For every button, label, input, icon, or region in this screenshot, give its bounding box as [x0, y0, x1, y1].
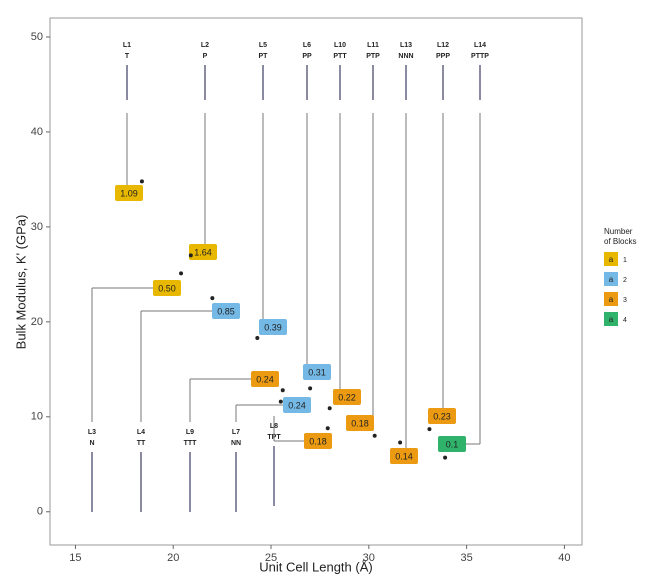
y-axis-title: Bulk Modulus, K' (GPa) [13, 215, 28, 350]
molecule-id: L12 [437, 42, 449, 49]
y-tick-label: 40 [31, 126, 43, 138]
x-tick-label: 40 [558, 552, 570, 564]
molecule-name: PP [302, 53, 312, 60]
molecule-id: L13 [400, 42, 412, 49]
data-label: 0.14 [395, 451, 413, 461]
molecule-name: PTT [333, 53, 347, 60]
point [427, 427, 432, 432]
point [443, 455, 448, 460]
label-box [212, 303, 240, 319]
x-tick-label: 25 [265, 552, 277, 564]
legend-key-text: a [609, 255, 614, 264]
legend-key [604, 292, 618, 306]
label-box [251, 371, 279, 387]
legend-label: 2 [623, 277, 627, 284]
molecule-name: PTP [366, 53, 380, 60]
label-box [189, 244, 217, 260]
y-tick-label: 20 [31, 316, 43, 328]
legend-key [604, 252, 618, 266]
legend-label: 3 [623, 297, 627, 304]
legend-key-text: a [609, 295, 614, 304]
label-box [438, 436, 466, 452]
data-label: 0.24 [256, 374, 274, 384]
data-label: 1.09 [120, 188, 138, 198]
molecule-name: NNN [398, 53, 413, 60]
point [280, 388, 285, 393]
x-axis-title: Unit Cell Length (Å) [259, 559, 372, 574]
point [210, 296, 215, 301]
label-box [304, 433, 332, 449]
label-box [333, 389, 361, 405]
y-tick-label: 50 [31, 31, 43, 43]
data-label: 0.39 [264, 322, 282, 332]
x-tick-label: 35 [460, 552, 472, 564]
point [278, 399, 283, 404]
legend-key [604, 312, 618, 326]
molecule-id: L5 [259, 42, 267, 49]
data-label: 0.31 [308, 367, 326, 377]
y-tick-label: 0 [37, 506, 43, 518]
point [327, 406, 332, 411]
label-box [303, 364, 331, 380]
molecule-id: L10 [334, 42, 346, 49]
legend-key-text: a [609, 275, 614, 284]
data-label: 0.1 [446, 439, 459, 449]
y-tick-label: 10 [31, 411, 43, 423]
data-label: 0.18 [309, 436, 327, 446]
label-box [346, 415, 374, 431]
legend-title: Number [604, 227, 633, 236]
molecule-name: TTT [184, 440, 198, 447]
data-label: 0.50 [158, 283, 176, 293]
data-label: 0.23 [433, 411, 451, 421]
x-tick-label: 30 [363, 552, 375, 564]
molecule-id: L2 [201, 42, 209, 49]
point [188, 253, 193, 258]
molecule-name: PTTP [471, 53, 489, 60]
data-label: 0.18 [351, 418, 369, 428]
label-box [390, 448, 418, 464]
legend-label: 1 [623, 257, 627, 264]
molecule-id: L11 [367, 42, 379, 49]
x-tick-label: 15 [69, 552, 81, 564]
label-box [153, 280, 181, 296]
data-label: 0.22 [338, 392, 356, 402]
point [139, 179, 144, 184]
legend-key-text: a [609, 315, 614, 324]
point [255, 335, 260, 340]
label-box [428, 408, 456, 424]
x-tick-label: 20 [167, 552, 179, 564]
molecule-id: L6 [303, 42, 311, 49]
point [398, 440, 403, 445]
molecule-name: N [89, 440, 94, 447]
molecule-id: L7 [232, 429, 240, 436]
molecule-id: L3 [88, 429, 96, 436]
legend-title: of Blocks [604, 237, 636, 246]
molecule-name: PPP [436, 53, 450, 60]
panel [49, 17, 583, 546]
data-label: 1.64 [194, 247, 212, 257]
data-label: 0.24 [288, 400, 306, 410]
molecule-id: L1 [123, 42, 131, 49]
molecule-id: L14 [474, 42, 486, 49]
legend-label: 4 [623, 317, 627, 324]
y-tick-label: 30 [31, 221, 43, 233]
molecule-id: L9 [186, 429, 194, 436]
data-label: 0.85 [217, 306, 235, 316]
point [325, 426, 330, 431]
label-box [283, 397, 311, 413]
legend-key [604, 272, 618, 286]
molecule-name: NN [231, 440, 241, 447]
point [308, 386, 313, 391]
molecule-name: T [125, 53, 130, 60]
molecule-name: TT [137, 440, 146, 447]
point [179, 271, 184, 276]
molecule-name: P [203, 53, 208, 60]
label-box [115, 185, 143, 201]
molecule-name: PT [259, 53, 269, 60]
molecule-id: L4 [137, 429, 145, 436]
label-box [259, 319, 287, 335]
point [372, 433, 377, 438]
